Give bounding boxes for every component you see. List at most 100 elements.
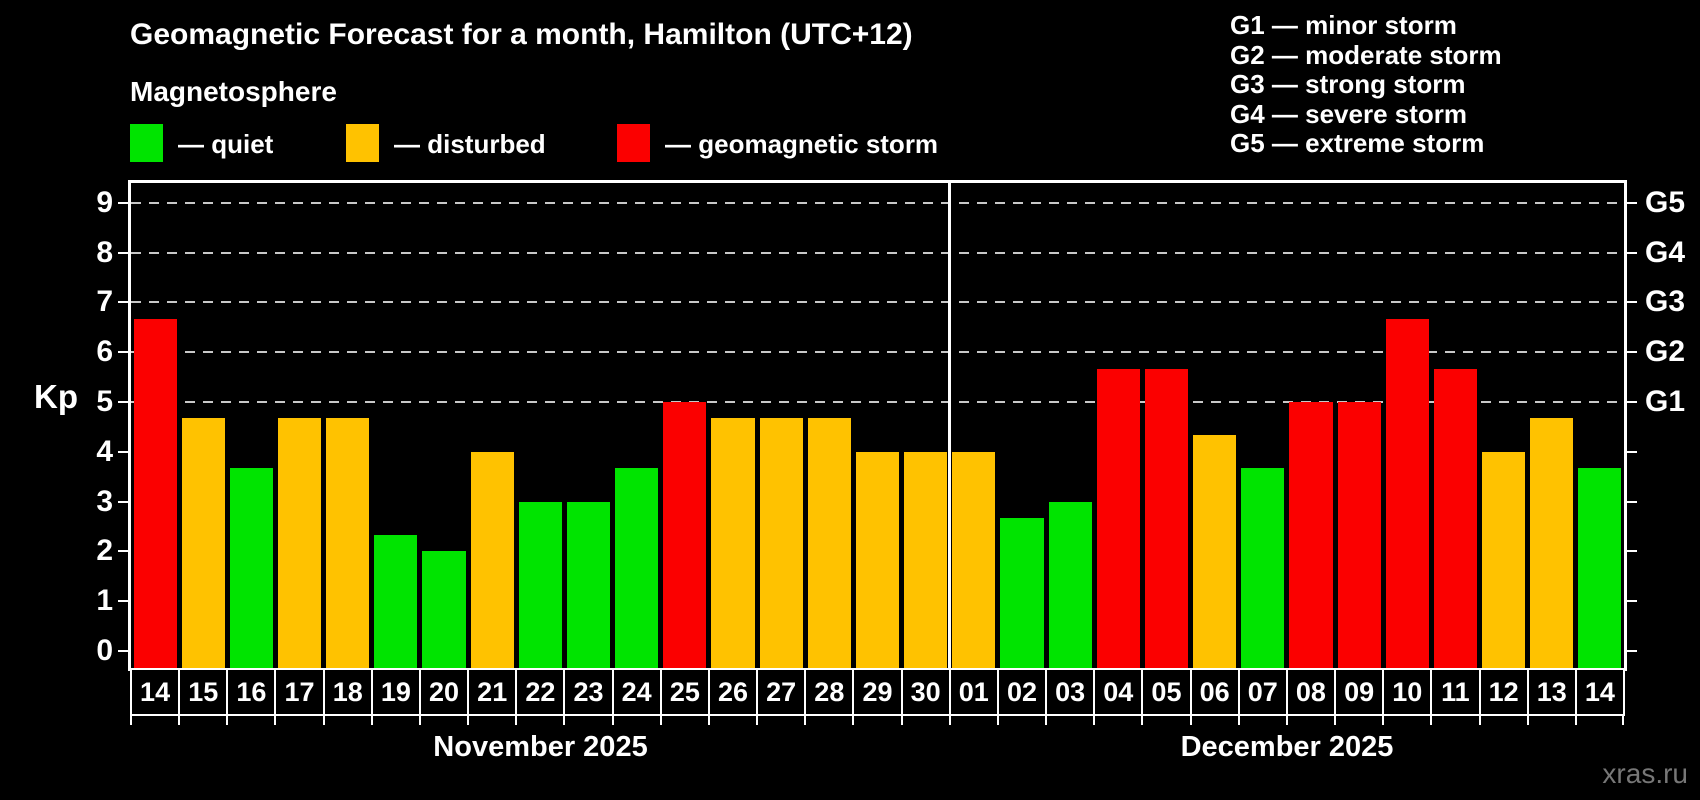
g-scale-legend: G1 — minor storm G2 — moderate storm G3 …: [1230, 10, 1502, 159]
date-boundary-tick: [1189, 716, 1192, 725]
g-scale-legend-line: G2 — moderate storm: [1230, 39, 1502, 70]
gridline-kp-5: [131, 401, 1624, 403]
date-cell-26: 26: [707, 668, 759, 716]
bar-day-30: [904, 451, 948, 668]
y-tick-right-7: [1624, 301, 1637, 304]
bar-day-23: [566, 501, 611, 668]
g-level-label-G5: G5: [1645, 185, 1686, 219]
date-cell-03: 03: [1045, 668, 1096, 716]
date-cell-22: 22: [515, 668, 566, 716]
y-tick-left-6: [118, 351, 131, 354]
y-tick-right-3: [1624, 500, 1637, 503]
y-tick-label-3: 3: [96, 484, 113, 518]
date-boundary-tick: [900, 716, 903, 725]
bar-day-14: [1578, 468, 1622, 668]
date-cell-17: 17: [274, 668, 325, 716]
bar-day-12: [1482, 451, 1526, 668]
month-label-december: December 2025: [1180, 731, 1394, 763]
y-tick-left-2: [118, 550, 131, 553]
y-tick-right-9: [1624, 201, 1637, 204]
bar-day-18: [326, 418, 370, 668]
bar-day-24: [615, 468, 659, 668]
bar-day-08: [1289, 402, 1333, 668]
bar-day-17: [277, 418, 322, 668]
date-boundary-tick: [322, 716, 325, 725]
date-boundary-tick: [515, 716, 518, 725]
date-boundary-tick: [1045, 716, 1048, 725]
y-tick-left-8: [118, 251, 131, 254]
date-cell-28: 28: [804, 668, 855, 716]
date-cell-15: 15: [178, 668, 229, 716]
date-boundary-tick: [130, 716, 132, 725]
y-tick-right-8: [1624, 251, 1637, 254]
gridline-kp-6: [131, 351, 1624, 354]
legend-swatch-disturbed: [346, 124, 379, 162]
y-tick-right-1: [1624, 600, 1637, 603]
date-cell-07: 07: [1237, 668, 1288, 716]
bar-day-01: [952, 451, 996, 668]
date-boundary-tick: [948, 716, 951, 725]
date-boundary-tick: [1237, 716, 1240, 725]
date-cell-18: 18: [322, 668, 373, 716]
date-axis: 14 15 16 17 18 19 20 21 22 23 24 25 26 27 28 29 30 01 02 03…: [130, 668, 1625, 725]
date-cell-30: 30: [900, 668, 951, 716]
date-boundary-tick: [756, 716, 759, 725]
y-tick-left-4: [118, 450, 131, 453]
date-cell-29: 29: [852, 668, 903, 716]
y-tick-right-2: [1624, 550, 1637, 553]
y-tick-left-1: [118, 600, 131, 603]
date-boundary-tick: [1478, 716, 1481, 725]
date-boundary-tick: [707, 716, 710, 725]
date-cell-27: 27: [756, 668, 807, 716]
date-boundary-tick: [1430, 716, 1433, 725]
date-cell-16: 16: [226, 668, 277, 716]
bar-day-07: [1241, 468, 1285, 668]
gridline-kp-8: [131, 251, 1624, 254]
y-tick-left-9: [118, 201, 131, 204]
bar-day-04: [1096, 368, 1140, 668]
y-tick-label-1: 1: [96, 584, 113, 618]
date-boundary-tick: [178, 716, 181, 725]
month-separator: [948, 183, 952, 668]
g-level-label-G3: G3: [1645, 285, 1686, 319]
date-cell-21: 21: [467, 668, 518, 716]
bar-day-02: [1000, 518, 1044, 668]
date-boundary-tick: [804, 716, 807, 725]
y-tick-label-6: 6: [96, 335, 113, 369]
y-tick-label-9: 9: [96, 185, 113, 219]
g-scale-legend-line: G1 — minor storm: [1230, 10, 1457, 40]
gridline-kp-7: [131, 301, 1624, 304]
date-boundary-tick: [1622, 716, 1624, 725]
y-tick-label-2: 2: [96, 534, 113, 568]
gridline-kp-9: [131, 201, 1624, 204]
plot-area: 0 1 2 3 4 5 6 7 8 9 G1 G2 G3 G4 G5: [96, 183, 1685, 668]
date-cell-10: 10: [1382, 668, 1433, 716]
bar-day-13: [1530, 418, 1574, 668]
bar-day-22: [518, 501, 562, 668]
date-cell-14: 14: [130, 668, 181, 716]
y-tick-label-4: 4: [96, 434, 113, 468]
g-level-label-G2: G2: [1645, 335, 1686, 369]
bar-day-09: [1337, 402, 1381, 668]
y-axis-label: Kp: [34, 378, 78, 415]
bar-day-19: [374, 534, 418, 668]
legend-label-storm: — geomagnetic storm: [665, 129, 939, 159]
g-scale-legend-line: G3 — strong storm: [1230, 69, 1466, 99]
bar-day-14: [133, 318, 177, 668]
date-boundary-tick: [274, 716, 277, 725]
bar-day-06: [1193, 435, 1237, 668]
date-cell-06: 06: [1189, 668, 1240, 716]
y-tick-right-4: [1624, 450, 1637, 453]
magnetosphere-subtitle: Magnetosphere: [130, 76, 337, 107]
y-tick-right-0: [1624, 650, 1637, 652]
date-boundary-tick: [611, 716, 614, 725]
bar-day-20: [422, 551, 466, 668]
date-cell-25: 25: [659, 668, 710, 716]
month-label-november: November 2025: [433, 731, 648, 763]
bar-day-10: [1385, 318, 1429, 668]
date-cell-14: 14: [1574, 668, 1625, 716]
y-tick-label-0: 0: [96, 634, 113, 667]
date-boundary-tick: [1334, 716, 1337, 725]
bar-day-26: [711, 418, 755, 668]
